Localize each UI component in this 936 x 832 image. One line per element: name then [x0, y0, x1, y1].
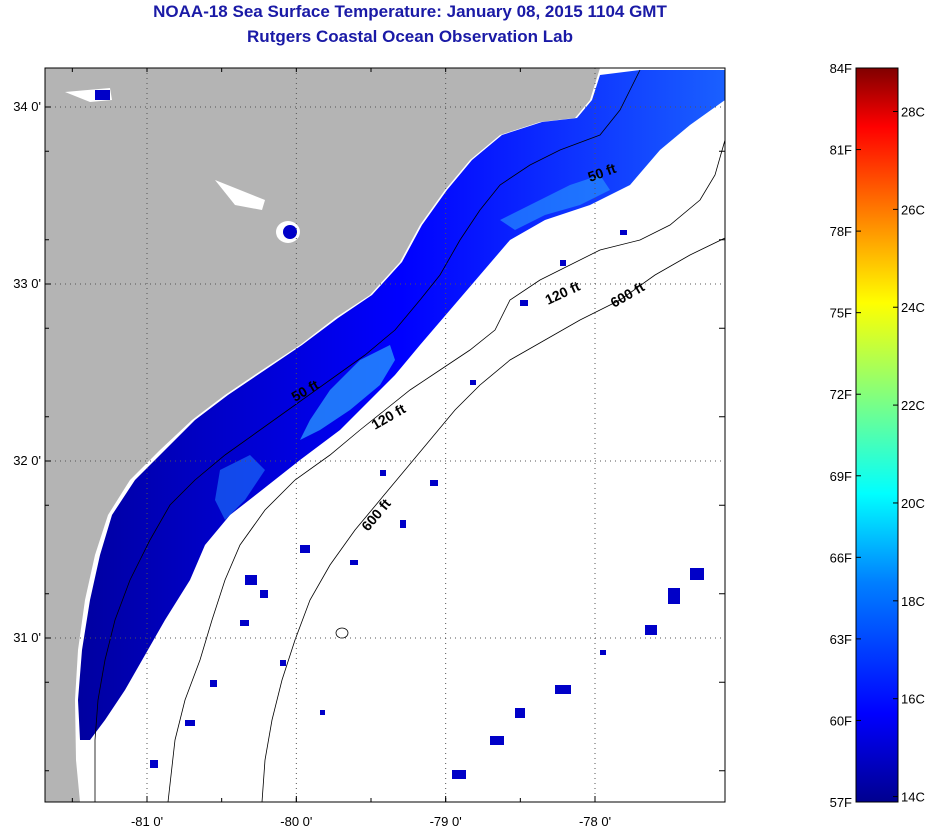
lat-tick-label: 33 0': [13, 276, 41, 291]
colorbar-f-label: 63F: [830, 632, 852, 647]
map-subtitle: Rutgers Coastal Ocean Observation Lab: [247, 27, 573, 46]
lake-temperature: [283, 225, 297, 239]
sst-scatter: [95, 90, 704, 779]
colorbar-c-label: 26C: [901, 202, 925, 217]
colorbar-c-label: 20C: [901, 496, 925, 511]
lat-tick-label: 32 0': [13, 453, 41, 468]
colorbar-c-label: 18C: [901, 594, 925, 609]
colorbar-f-label: 72F: [830, 387, 852, 402]
sst-warm-core: [215, 455, 265, 520]
colorbar-f-label: 81F: [830, 143, 852, 158]
inland-water: [215, 180, 265, 210]
lon-tick-label: -80 0': [280, 814, 312, 829]
colorbar-c-label: 24C: [901, 300, 925, 315]
colorbar-f-label: 57F: [830, 795, 852, 810]
sst-warm-core: [500, 175, 610, 230]
colorbar-c-label: 28C: [901, 104, 925, 119]
colorbar-f-label: 69F: [830, 469, 852, 484]
lat-tick-label: 34 0': [13, 99, 41, 114]
land-mass: [45, 68, 600, 802]
colorbar-f-label: 60F: [830, 713, 852, 728]
lon-tick-label: -79 0': [430, 814, 462, 829]
colorbar-f-label: 66F: [830, 550, 852, 565]
contour-600ft: [261, 237, 725, 802]
colorbar-c-label: 16C: [901, 692, 925, 707]
colorbar-c-label: 22C: [901, 398, 925, 413]
colorbar: 84F 81F 78F 75F 72F 69F 66F 63F 60F 57F 28C 26C 24C 2…: [830, 61, 925, 810]
seamount-contour: [335, 627, 349, 639]
map-title: NOAA-18 Sea Surface Temperature: January…: [153, 2, 667, 21]
lon-tick-label: -81 0': [131, 814, 163, 829]
map-frame: [44, 67, 726, 803]
contour-120ft: [167, 139, 725, 802]
colorbar-f-label: 78F: [830, 224, 852, 239]
map-gridlines: [45, 68, 725, 802]
contour-50ft: [94, 69, 641, 802]
sst-warm-core: [300, 345, 395, 440]
lon-tick-label: -78 0': [579, 814, 611, 829]
lat-tick-label: 31 0': [13, 630, 41, 645]
colorbar-f-label: 75F: [830, 306, 852, 321]
colorbar-c-label: 14C: [901, 790, 925, 805]
colorbar-gradient: [855, 67, 899, 803]
sst-coastal-band: [78, 70, 725, 740]
colorbar-f-label: 84F: [830, 61, 852, 76]
map-ticks: -81 0' -80 0' -79 0' -78 0' 34 0' 33 0' 32 0' 3…: [13, 68, 725, 829]
